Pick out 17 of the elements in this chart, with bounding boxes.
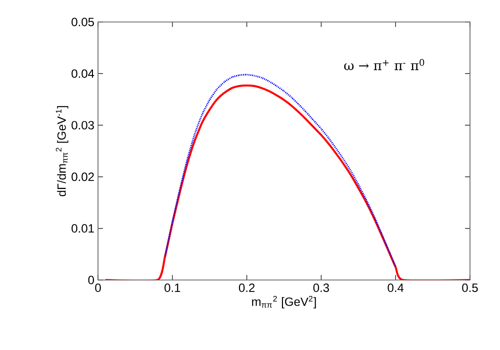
x-tick-label: 0.1 bbox=[164, 284, 180, 292]
x-tick-label: 0.5 bbox=[462, 284, 478, 292]
line-series bbox=[164, 74, 396, 268]
x-axis-title: m$_{ππ}$$^{2}$ [GeV$^{2}$] bbox=[252, 296, 316, 308]
x-tick-label: 0.4 bbox=[388, 284, 404, 292]
line-series bbox=[104, 84, 470, 280]
y-tick-label: 0.04 bbox=[72, 69, 94, 78]
y-tick-label: 0.02 bbox=[72, 172, 94, 182]
y-tick-label: 0.01 bbox=[72, 224, 94, 233]
x-tick-label: 0.2 bbox=[238, 284, 255, 292]
annotation: ω → π$^{+}$ π$^{-}$ π$^{0}$ bbox=[344, 59, 424, 70]
y-tick-label: 0 bbox=[88, 276, 94, 284]
y-axis-title: dΓ/dm$_{ππ}$$^{2}$ [GeV$^{-1}$] bbox=[56, 106, 68, 196]
x-tick-label: 0 bbox=[95, 284, 101, 292]
y-tick-label: 0.03 bbox=[72, 120, 94, 130]
x-tick-label: 0.3 bbox=[313, 284, 330, 292]
y-tick-label: 0.05 bbox=[72, 18, 94, 26]
